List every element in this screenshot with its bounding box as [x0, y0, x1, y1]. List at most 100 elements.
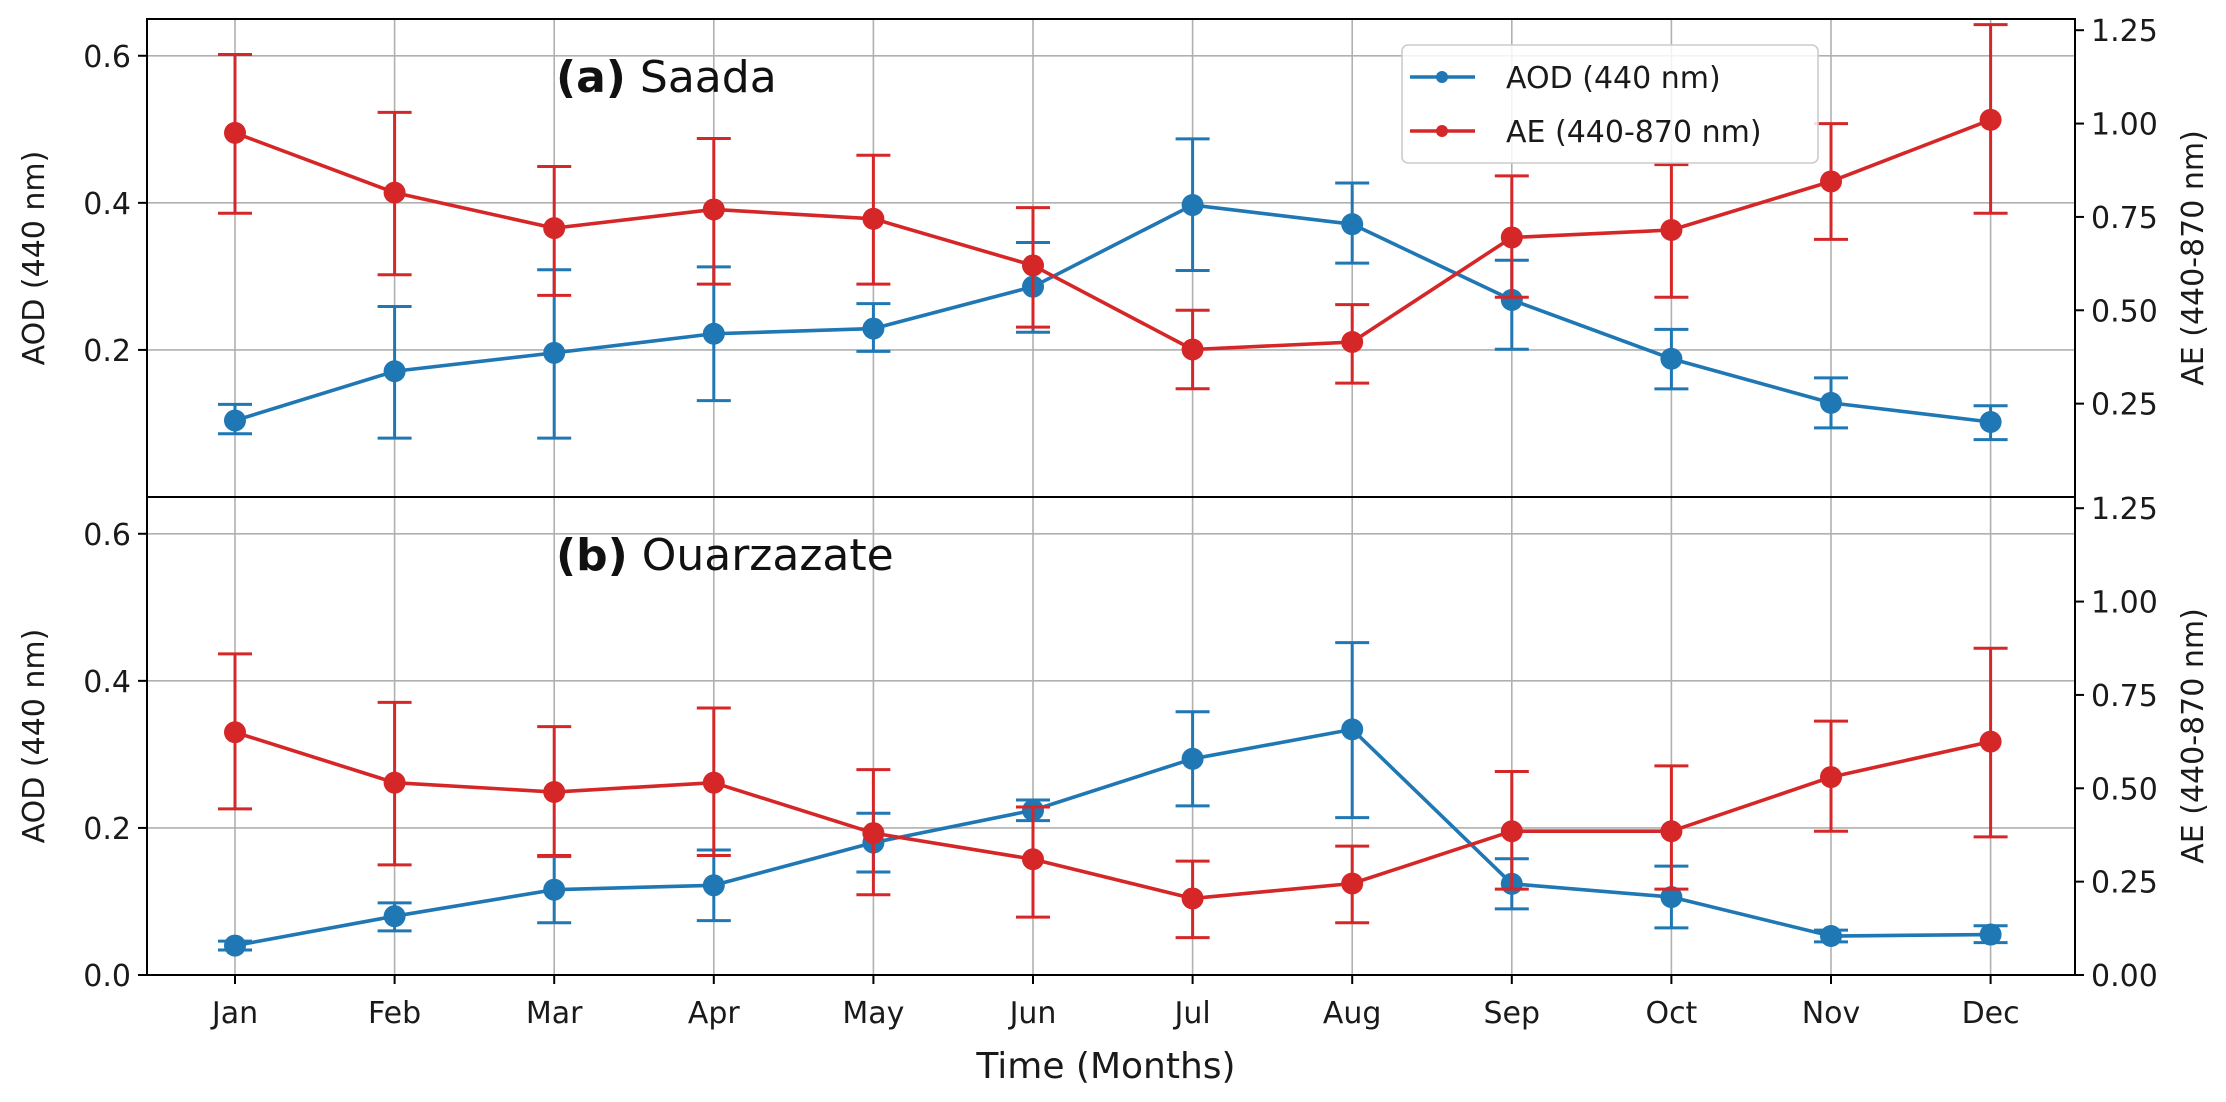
series-ae — [218, 23, 2008, 391]
data-point — [1341, 331, 1364, 354]
series-line — [234, 203, 1991, 424]
data-point — [383, 360, 406, 383]
data-point — [543, 341, 566, 364]
data-point — [1660, 886, 1683, 909]
data-point — [1979, 923, 2002, 946]
data-point — [543, 217, 566, 240]
data-point — [862, 207, 885, 230]
y-right-tick-label: 0.50 — [2091, 772, 2158, 807]
panel-label: (a) — [556, 52, 626, 103]
y-right-axis-title: AE (440-870 nm) — [2176, 130, 2211, 386]
data-point — [383, 905, 406, 928]
data-point — [1500, 820, 1523, 843]
panel-ouarzazate: 0.0 0.2 0.4 0.6 0.00 0.25 0.50 0.75 1.00 1.25 AOD … — [17, 492, 2211, 1031]
data-point — [1820, 391, 1842, 414]
y-left-tick-label: 0.0 — [83, 959, 131, 994]
series-ae — [218, 646, 2008, 940]
series-line — [234, 118, 1992, 352]
y-left-axis-title: AOD (440 nm) — [17, 151, 52, 366]
data-point — [383, 181, 406, 204]
data-point — [224, 121, 246, 144]
data-point — [1181, 747, 1204, 770]
panel-label: (b) — [556, 530, 628, 581]
y-right-tick-label: 1.00 — [2091, 108, 2158, 143]
y-left-tick-label: 0.4 — [83, 665, 131, 700]
x-tick-label: Jul — [1172, 996, 1210, 1031]
data-point — [1500, 226, 1523, 249]
data-point — [224, 721, 246, 744]
series-aod — [218, 641, 2008, 957]
data-point — [862, 317, 885, 340]
legend-marker — [1436, 71, 1448, 83]
panel-site: Ouarzazate — [628, 530, 894, 581]
data-point — [702, 322, 725, 345]
data-point — [702, 771, 725, 794]
data-point — [1341, 872, 1364, 895]
data-point — [1660, 347, 1683, 370]
legend-marker — [1436, 125, 1448, 137]
y-left-tick-label: 0.2 — [83, 812, 131, 847]
x-tick-label: Feb — [368, 996, 421, 1031]
data-point — [1979, 730, 2002, 753]
x-tick-label: Mar — [526, 996, 583, 1031]
y-left-tick-label: 0.2 — [83, 334, 131, 369]
data-point — [1820, 766, 1842, 789]
data-point — [1181, 887, 1204, 910]
grid — [147, 497, 2075, 976]
data-point — [1500, 288, 1523, 311]
data-point — [1820, 925, 1842, 948]
y-right-tick-label: 0.75 — [2091, 201, 2158, 236]
axes-frame — [146, 496, 2076, 976]
y-right-axis-title: AE (440-870 nm) — [2176, 608, 2211, 864]
data-point — [224, 934, 246, 957]
series-line — [234, 730, 1991, 901]
data-point — [383, 771, 406, 794]
x-tick-label: May — [842, 996, 904, 1031]
y-right-tick-label: 1.25 — [2091, 492, 2158, 527]
y-left-tick-label: 0.4 — [83, 187, 131, 222]
x-tick-label: Sep — [1484, 996, 1541, 1031]
panel-title: (a) Saada — [556, 52, 777, 103]
data-point — [702, 874, 725, 897]
x-tick-label: Apr — [688, 996, 741, 1031]
x-tick-label: Oct — [1645, 996, 1697, 1031]
y-left-tick-label: 0.6 — [83, 40, 131, 75]
data-point — [1660, 820, 1683, 843]
legend-label: AE (440-870 nm) — [1506, 115, 1762, 150]
data-point — [1341, 213, 1364, 236]
data-point — [1181, 194, 1204, 217]
x-tick-label: Nov — [1802, 996, 1861, 1031]
legend-label: AOD (440 nm) — [1506, 61, 1721, 96]
y-right-tick-label: 0.75 — [2091, 679, 2158, 714]
panel-title: (b) Ouarzazate — [556, 530, 894, 581]
panel-site: Saada — [626, 52, 777, 103]
y-right-tick-label: 0.25 — [2091, 866, 2158, 901]
data-point — [1022, 848, 1044, 871]
data-point — [1820, 170, 1842, 193]
data-point — [543, 781, 566, 804]
data-point — [1979, 108, 2002, 131]
y-right-tick-label: 1.25 — [2091, 14, 2158, 49]
data-point — [1022, 254, 1044, 277]
data-point — [1181, 338, 1204, 361]
y-right-tick-label: 0.00 — [2091, 959, 2158, 994]
series-line — [234, 727, 1991, 948]
panel-saada: 0.2 0.4 0.6 0.25 0.50 0.75 1.00 1.25 AOD (440 nm… — [17, 14, 2211, 498]
data-point — [702, 198, 725, 221]
legend: AOD (440 nm) AE (440-870 nm) — [1401, 44, 1819, 164]
data-point — [862, 822, 885, 845]
data-point — [1660, 218, 1683, 241]
y-right-tick-label: 0.50 — [2091, 294, 2158, 329]
data-point — [543, 878, 566, 901]
x-tick-label: Aug — [1323, 996, 1382, 1031]
data-point — [224, 409, 246, 432]
series-aod — [218, 137, 2008, 442]
y-right-tick-label: 1.00 — [2091, 586, 2158, 621]
data-point — [1979, 410, 2002, 433]
y-right-tick-label: 0.25 — [2091, 388, 2158, 423]
x-axis-title: Time (Months) — [975, 1046, 1235, 1087]
x-tick-label: Jun — [1008, 996, 1057, 1031]
y-left-tick-label: 0.6 — [83, 518, 131, 553]
data-point — [1341, 718, 1364, 741]
